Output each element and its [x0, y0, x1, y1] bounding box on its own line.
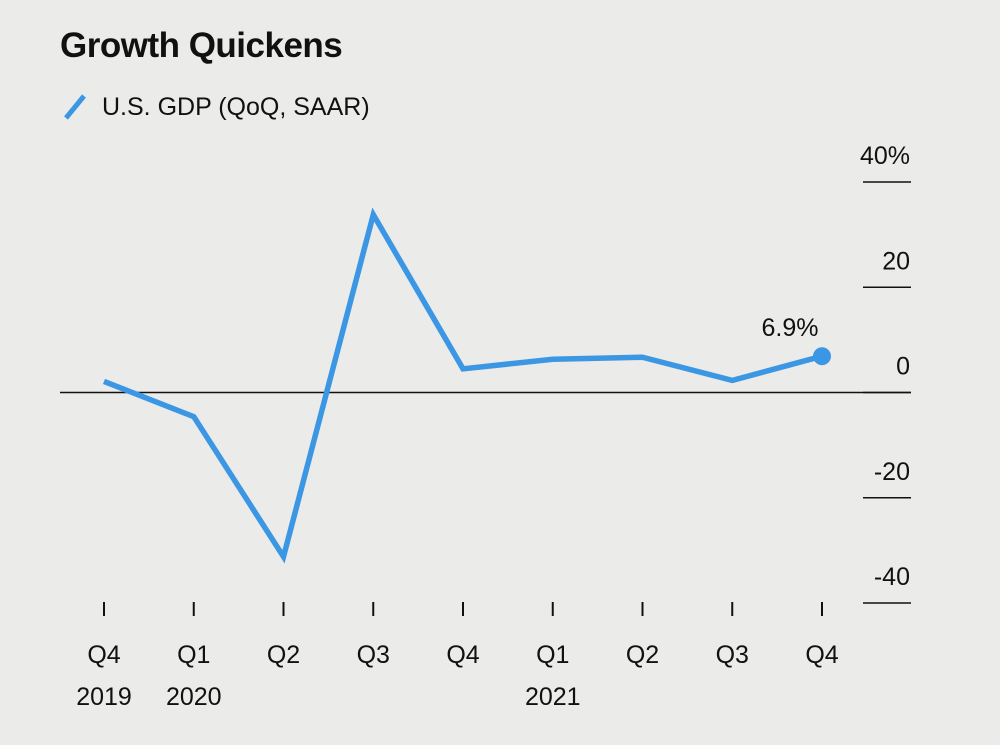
chart-title: Growth Quickens [60, 26, 343, 65]
x-tick-label: Q1 [177, 641, 210, 669]
x-tick-label: Q2 [626, 641, 659, 669]
end-point-marker [813, 347, 831, 366]
legend-label: U.S. GDP (QoQ, SAAR) [102, 92, 370, 121]
x-tick-label: Q4 [805, 641, 838, 669]
chart-legend: U.S. GDP (QoQ, SAAR) [62, 92, 370, 122]
y-tick-label: -40 [874, 563, 910, 591]
y-tick-label: -20 [874, 458, 910, 486]
legend-line-icon [64, 94, 86, 120]
x-year-label: 2019 [76, 683, 132, 711]
series-line [102, 207, 823, 564]
x-tick-label: Q4 [446, 641, 479, 669]
end-value-label: 6.9% [762, 314, 819, 342]
y-tick-label: 40% [860, 142, 910, 170]
x-tick-label: Q2 [267, 641, 300, 669]
x-year-label: 2020 [166, 683, 222, 711]
x-tick-label: Q3 [716, 641, 749, 669]
x-tick-label: Q4 [87, 641, 120, 669]
x-year-label: 2021 [525, 683, 581, 711]
x-tick-label: Q3 [357, 641, 390, 669]
x-tick-label: Q1 [536, 641, 569, 669]
y-tick-label: 20 [882, 247, 910, 275]
y-tick-label: 0 [896, 353, 910, 381]
